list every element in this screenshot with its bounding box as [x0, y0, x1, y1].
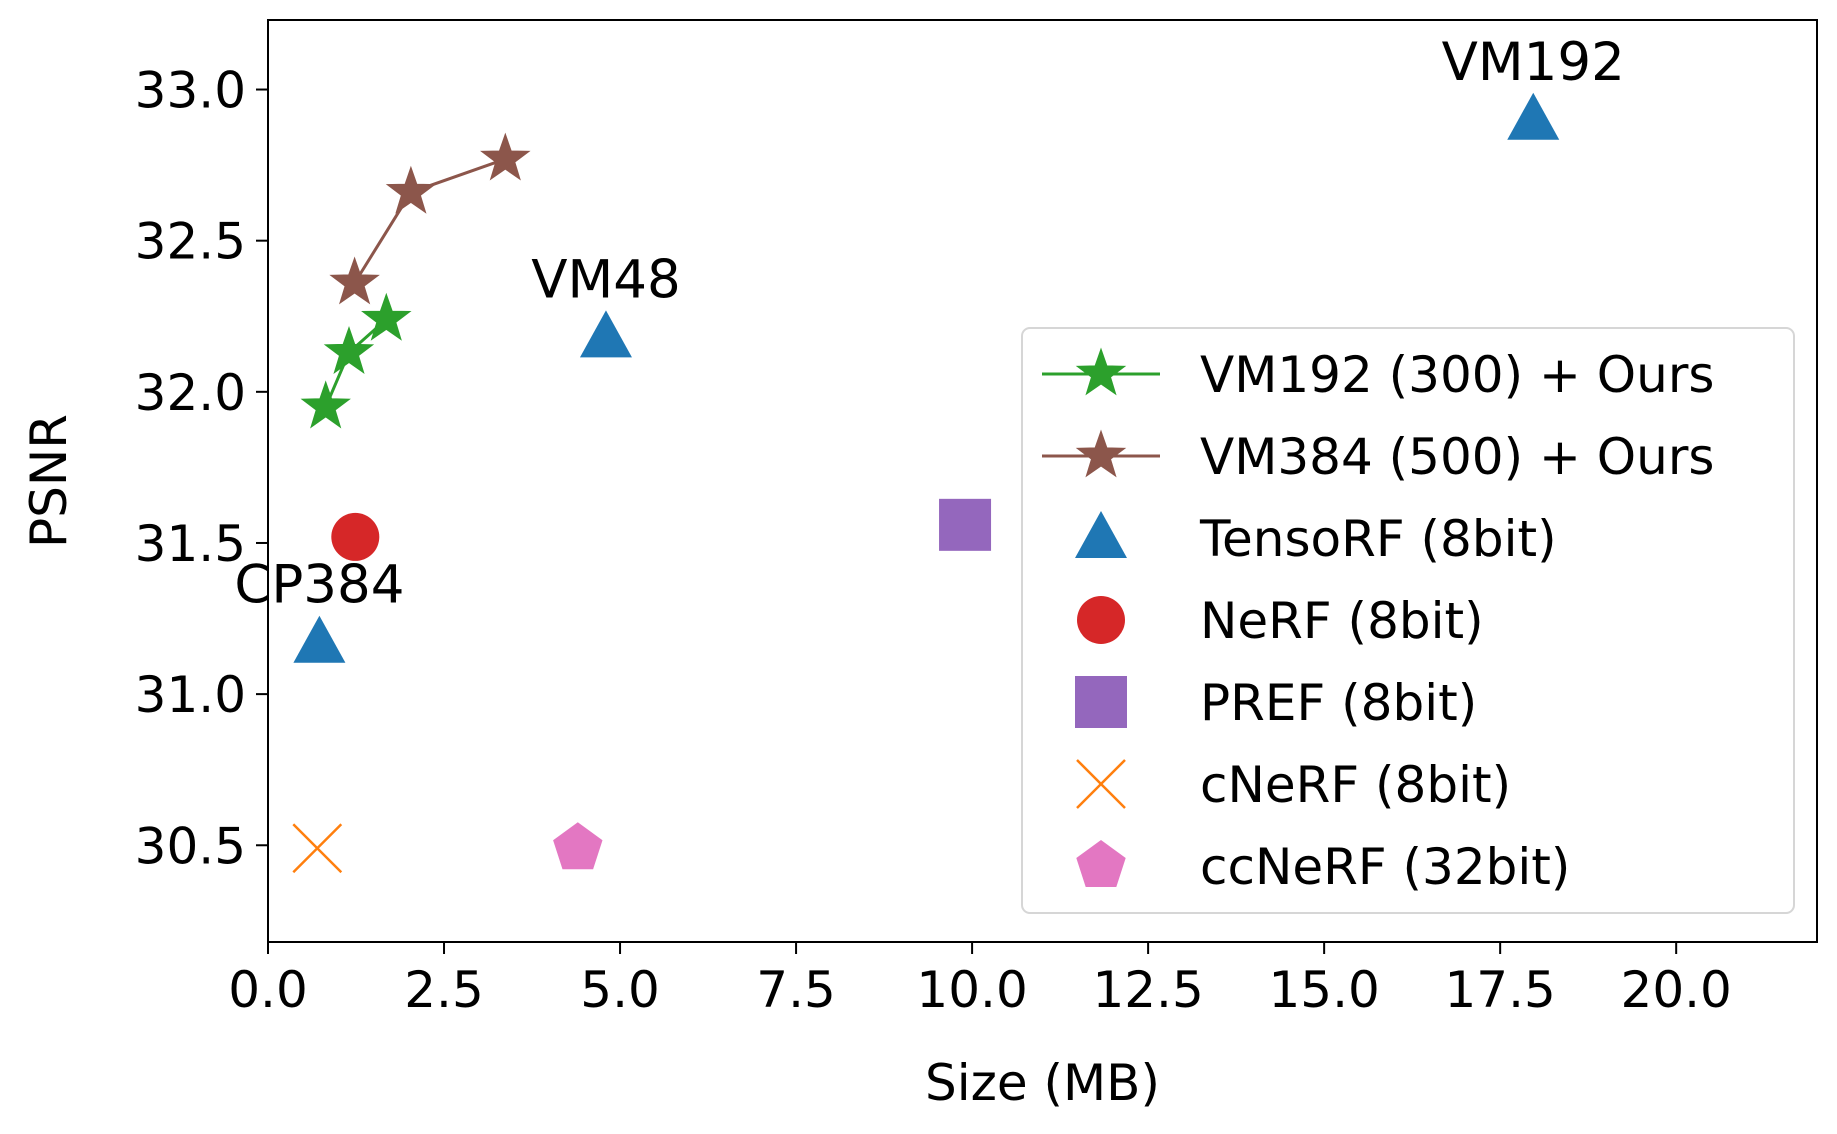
legend-marker	[1075, 429, 1127, 478]
data-point	[300, 380, 351, 429]
legend-box	[1021, 327, 1795, 914]
data-point	[331, 512, 380, 561]
y-tick-label: 31.5	[135, 515, 246, 573]
series-tensorf-8bit	[293, 92, 1560, 663]
x-tick-label: 20.0	[1621, 961, 1732, 1019]
legend-item: TensoRF (8bit)	[1075, 510, 1557, 568]
data-point	[579, 310, 632, 358]
data-point	[292, 823, 343, 874]
x-tick-label: 5.0	[580, 961, 660, 1019]
y-axis-label: PSNR	[20, 414, 78, 548]
legend-item: VM384 (500) + Ours	[1042, 428, 1714, 486]
legend-item: ccNeRF (32bit)	[1076, 838, 1570, 896]
y-axis: 30.5 31.0 31.5 32.0 32.5 33.0	[135, 62, 268, 875]
legend-marker	[1075, 511, 1127, 558]
legend-item: cNeRF (8bit)	[1076, 756, 1511, 814]
legend-item: VM192 (300) + Ours	[1042, 346, 1714, 404]
data-point	[329, 256, 380, 305]
y-tick-label: 32.0	[135, 364, 246, 422]
legend-item: NeRF (8bit)	[1077, 592, 1484, 650]
x-tick-label: 7.5	[756, 961, 836, 1019]
legend-marker	[1075, 676, 1127, 728]
y-tick-label: 30.5	[135, 817, 246, 875]
data-point	[293, 615, 346, 663]
x-tick-label: 0.0	[228, 961, 308, 1019]
series-nerf-8bit	[331, 512, 380, 561]
data-point	[323, 325, 375, 375]
legend-label: NeRF (8bit)	[1200, 592, 1484, 650]
plot-area: VM192 VM48 CP384	[234, 32, 1625, 874]
annotation-label: VM192	[1442, 32, 1625, 93]
legend-label: VM384 (500) + Ours	[1200, 428, 1714, 486]
series-line	[353, 157, 506, 284]
legend-marker	[1075, 347, 1127, 396]
data-point	[385, 165, 437, 214]
y-tick-label: 32.5	[135, 213, 246, 271]
series-vm192-300-ours	[300, 292, 412, 429]
data-point	[553, 822, 603, 870]
legend: VM192 (300) + Ours VM384 (500) + Ours Tens…	[1021, 327, 1795, 914]
x-tick-label: 12.5	[1092, 961, 1203, 1019]
legend-label: ccNeRF (32bit)	[1200, 838, 1570, 896]
x-axis-label: Size (MB)	[925, 1054, 1160, 1112]
annotation-label: VM48	[531, 249, 680, 310]
y-tick-label: 31.0	[135, 666, 246, 724]
axes-frame	[267, 19, 1818, 943]
series-ccnerf-32bit	[553, 822, 603, 870]
legend-item: PREF (8bit)	[1075, 674, 1477, 732]
series-cnerf-8bit	[292, 823, 343, 874]
legend-label: cNeRF (8bit)	[1200, 756, 1511, 814]
x-tick-label: 10.0	[916, 961, 1027, 1019]
data-point	[361, 292, 412, 341]
series-vm384-500-ours	[329, 132, 531, 305]
legend-label: PREF (8bit)	[1200, 674, 1477, 732]
data-point	[1507, 92, 1560, 140]
legend-marker	[1077, 596, 1125, 644]
x-axis: 0.0 2.5 5.0 7.5 10.0 12.5 15.0 17.5 20.0	[228, 942, 1732, 1019]
x-tick-label: 15.0	[1268, 961, 1379, 1019]
legend-marker	[1076, 840, 1126, 887]
x-tick-label: 2.5	[404, 961, 484, 1019]
legend-label: VM192 (300) + Ours	[1200, 346, 1714, 404]
legend-label: TensoRF (8bit)	[1199, 510, 1557, 568]
data-point	[939, 498, 992, 551]
x-tick-label: 17.5	[1444, 961, 1555, 1019]
data-point	[480, 132, 531, 181]
legend-marker	[1076, 759, 1126, 809]
annotation-label: CP384	[234, 555, 404, 616]
series-pref-8bit	[939, 498, 992, 551]
y-tick-label: 33.0	[135, 62, 246, 120]
